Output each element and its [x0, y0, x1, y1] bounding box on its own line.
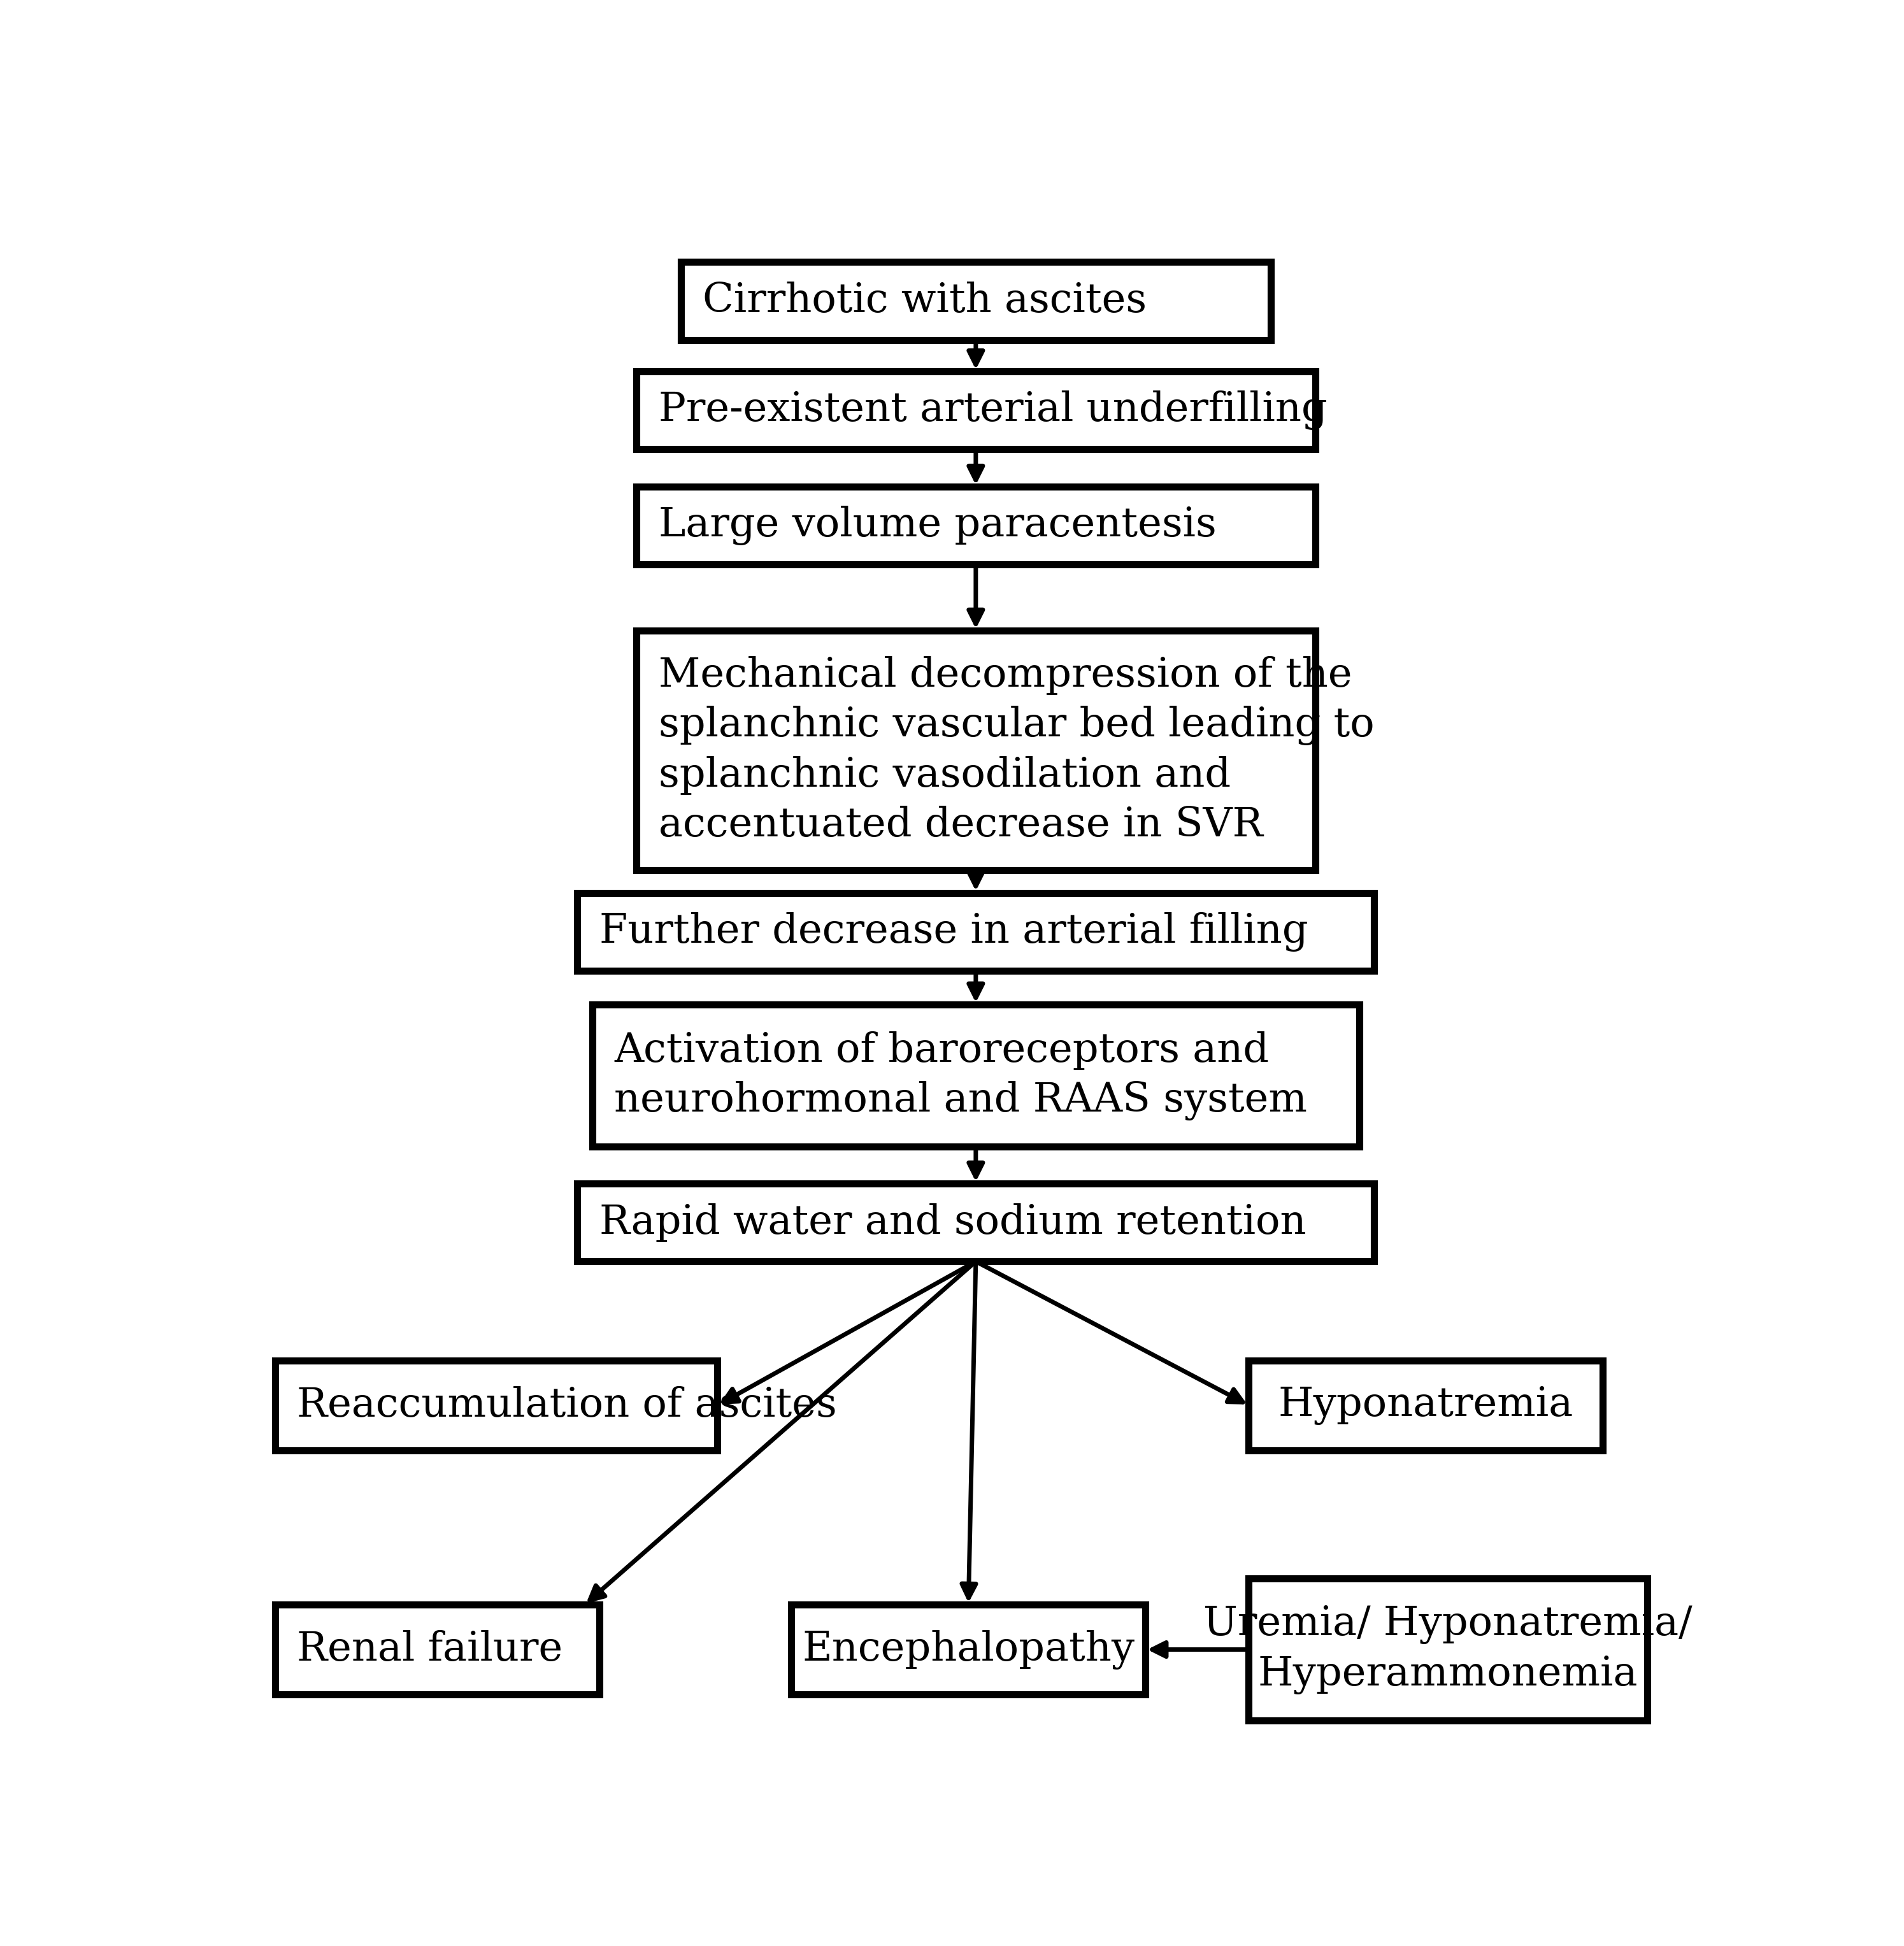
FancyBboxPatch shape: [1249, 1360, 1603, 1450]
Text: Further decrease in arterial filling: Further decrease in arterial filling: [600, 913, 1308, 952]
Text: Rapid water and sodium retention: Rapid water and sodium retention: [600, 1203, 1306, 1242]
Text: Pre-existent arterial underfilling: Pre-existent arterial underfilling: [659, 391, 1327, 430]
Text: Reaccumulation of ascites: Reaccumulation of ascites: [297, 1386, 838, 1424]
Text: Uremia/ Hyponatremia/
Hyperammonemia: Uremia/ Hyponatremia/ Hyperammonemia: [1203, 1605, 1693, 1695]
FancyBboxPatch shape: [274, 1605, 600, 1695]
Text: Cirrhotic with ascites: Cirrhotic with ascites: [703, 282, 1146, 321]
FancyBboxPatch shape: [682, 263, 1270, 341]
Text: Large volume paracentesis: Large volume paracentesis: [659, 506, 1217, 545]
FancyBboxPatch shape: [792, 1605, 1146, 1695]
FancyBboxPatch shape: [636, 372, 1316, 450]
FancyBboxPatch shape: [636, 486, 1316, 564]
Text: Activation of baroreceptors and
neurohormonal and RAAS system: Activation of baroreceptors and neurohor…: [615, 1031, 1308, 1121]
Text: Encephalopathy: Encephalopathy: [802, 1629, 1135, 1670]
FancyBboxPatch shape: [1249, 1578, 1647, 1720]
Text: Hyponatremia: Hyponatremia: [1278, 1386, 1573, 1424]
FancyBboxPatch shape: [577, 893, 1375, 971]
Text: Mechanical decompression of the
splanchnic vascular bed leading to
splanchnic va: Mechanical decompression of the splanchn…: [659, 656, 1375, 845]
Text: Renal failure: Renal failure: [297, 1631, 564, 1670]
FancyBboxPatch shape: [636, 631, 1316, 870]
FancyBboxPatch shape: [577, 1183, 1375, 1261]
FancyBboxPatch shape: [592, 1004, 1359, 1146]
FancyBboxPatch shape: [274, 1360, 718, 1450]
